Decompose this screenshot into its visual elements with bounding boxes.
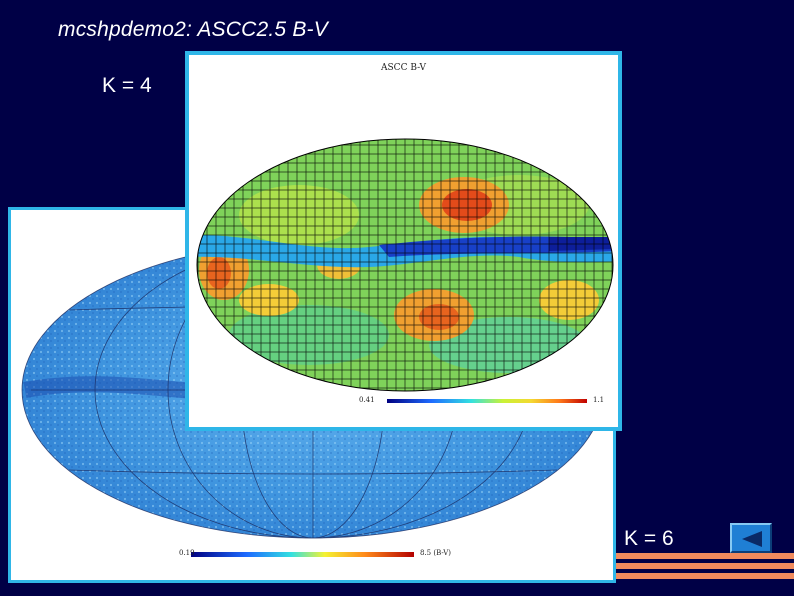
k6-colorbar-max: 8.5 (B-V): [420, 549, 452, 557]
k4-map-title: ASCC B-V: [381, 63, 426, 73]
k4-colorbar-max: 1.1: [593, 396, 605, 404]
stripe: [616, 563, 794, 569]
k4-colorbar-min: 0.41: [359, 396, 375, 404]
back-nav-button[interactable]: [730, 523, 772, 553]
k6-label: K = 6: [624, 527, 674, 550]
k4-sky-map: [196, 138, 614, 403]
triangle-left-icon: [742, 531, 762, 547]
stripe: [616, 553, 794, 559]
k4-map-panel: ASCC B-V 0.41 1.1: [185, 51, 622, 431]
slide-title: mcshpdemo2: ASCC2.5 B-V: [58, 18, 328, 41]
k4-label: K = 4: [102, 74, 152, 97]
decorative-stripes: [616, 553, 794, 583]
k6-colorbar-min: 0.19: [179, 549, 195, 557]
stripe: [616, 573, 794, 579]
